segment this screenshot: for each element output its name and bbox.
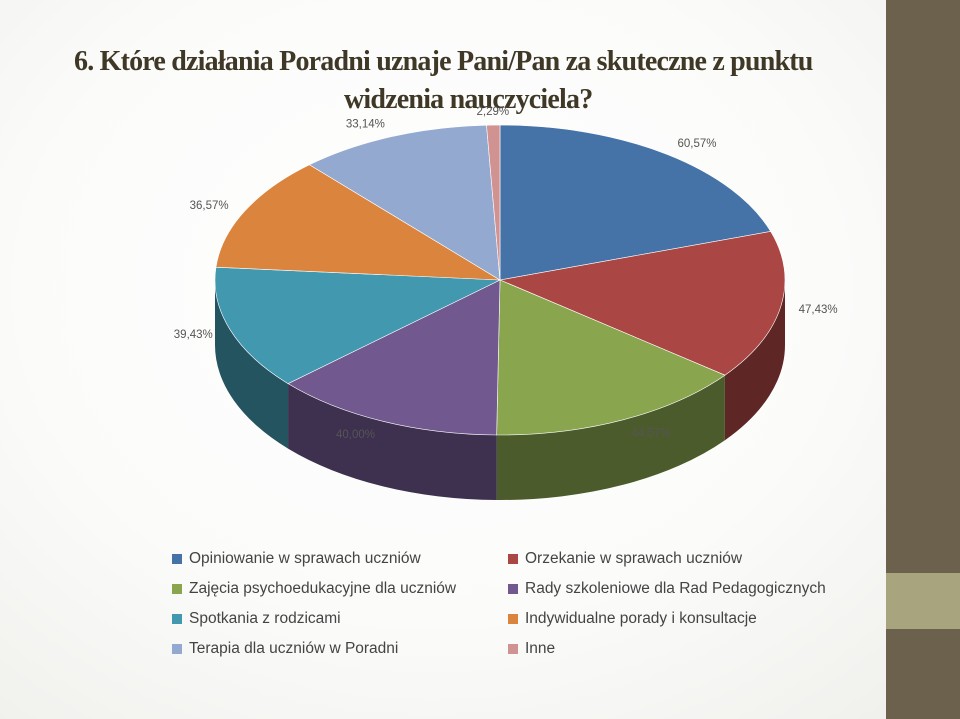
legend-label: Orzekanie w sprawach uczniów bbox=[525, 550, 743, 567]
legend-item-zajecia-psychoedukacyjne-dla-uczniow: Zajęcia psychoedukacyjne dla uczniów bbox=[172, 580, 456, 598]
data-label-spotkania-z-rodzicami: 39,43% bbox=[174, 329, 213, 341]
pie-slice-terapia-dla-uczniow-w-poradni bbox=[308, 124, 501, 281]
pie-slice-inne bbox=[486, 124, 501, 281]
pie-side-rady-szkoleniowe-dla-rad-pedagogicznych bbox=[288, 383, 497, 500]
legend-swatch bbox=[172, 554, 182, 564]
title-line-1: 6. Które działania Poradni uznaje Pani/P… bbox=[74, 46, 813, 77]
pie-side-spotkania-z-rodzicami bbox=[215, 280, 289, 449]
pie-data-labels: 60,57% 47,43% 44,57% 40,00% 39,43% 36,57% 33,1… bbox=[174, 106, 838, 441]
legend-item-rady-szkoleniowe-dla-rad-pedagogicznych: Rady szkoleniowe dla Rad Pedagogicznych bbox=[508, 580, 826, 598]
pie-side-orzekanie-w-sprawach-uczniow bbox=[724, 280, 785, 441]
pie-slice-rady-szkoleniowe-dla-rad-pedagogicznych bbox=[287, 279, 501, 436]
data-label-indywidualne-porady-i-konsultacje: 36,57% bbox=[190, 200, 229, 212]
side-decoration-accent bbox=[886, 573, 960, 629]
legend-item-terapia-dla-uczniow-w-poradni: Terapia dla uczniów w Poradni bbox=[172, 640, 398, 658]
legend-label: Inne bbox=[525, 640, 556, 657]
data-label-terapia-dla-uczniow-w-poradni: 33,14% bbox=[346, 119, 385, 131]
data-label-opiniowanie-w-sprawach-uczniow: 60,57% bbox=[678, 138, 717, 150]
pie-slice-zajecia-psychoedukacyjne-dla-uczniow bbox=[496, 279, 726, 436]
pie-side-zajecia-psychoedukacyjne-dla-uczniow bbox=[496, 375, 725, 501]
legend-label: Terapia dla uczniów w Poradni bbox=[189, 640, 399, 657]
legend-item-spotkania-z-rodzicami: Spotkania z rodzicami bbox=[172, 610, 341, 628]
title-line-2: widzenia nauczyciela? bbox=[344, 84, 593, 115]
legend-label: Rady szkoleniowe dla Rad Pedagogicznych bbox=[525, 580, 826, 597]
data-label-orzekanie-w-sprawach-uczniow: 47,43% bbox=[799, 304, 838, 316]
legend-label: Zajęcia psychoedukacyjne dla uczniów bbox=[189, 580, 457, 597]
legend-label: Opiniowanie w sprawach uczniów bbox=[189, 550, 421, 567]
legend-swatch bbox=[172, 644, 182, 654]
pie-slice-spotkania-z-rodzicami bbox=[214, 266, 501, 384]
legend-item-inne: Inne bbox=[508, 640, 555, 658]
pie-slice-orzekanie-w-sprawach-uczniow bbox=[498, 231, 786, 376]
legend-item-orzekanie-w-sprawach-uczniow: Orzekanie w sprawach uczniów bbox=[508, 550, 742, 568]
legend-swatch bbox=[508, 614, 518, 624]
legend-swatch bbox=[508, 644, 518, 654]
data-label-zajecia-psychoedukacyjne-dla-uczniow: 44,57% bbox=[632, 427, 671, 439]
legend-label: Indywidualne porady i konsultacje bbox=[525, 610, 757, 627]
legend-item-indywidualne-porady-i-konsultacje: Indywidualne porady i konsultacje bbox=[508, 610, 757, 628]
legend-swatch bbox=[508, 554, 518, 564]
legend-label: Spotkania z rodzicami bbox=[189, 610, 341, 627]
legend-item-opiniowanie-w-sprawach-uczniow: Opiniowanie w sprawach uczniów bbox=[172, 550, 421, 568]
chart-legend: Opiniowanie w sprawach uczniów Orzekanie … bbox=[172, 550, 872, 680]
legend-swatch bbox=[172, 584, 182, 594]
legend-swatch bbox=[172, 614, 182, 624]
data-label-rady-szkoleniowe-dla-rad-pedagogicznych: 40,00% bbox=[336, 429, 375, 441]
data-label-inne: 2,29% bbox=[476, 106, 509, 118]
pie-slice-opiniowanie-w-sprawach-uczniow bbox=[499, 124, 772, 281]
pie-3d-sides bbox=[215, 280, 785, 501]
legend-swatch bbox=[508, 584, 518, 594]
pie-slice-indywidualne-porady-i-konsultacje bbox=[215, 164, 501, 281]
pie-slices bbox=[214, 124, 786, 436]
